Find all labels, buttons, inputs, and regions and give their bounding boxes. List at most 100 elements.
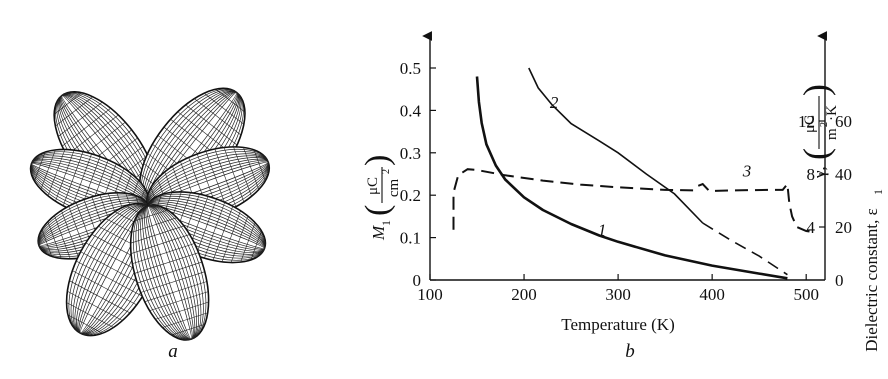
left-axis-paren-open: (: [359, 205, 396, 216]
lobe-mid-right-parallel: [233, 146, 252, 197]
series-3-label: 3: [742, 162, 752, 181]
eps-axis-title-main: Dielectric constant, ε: [862, 208, 881, 352]
lobe-lower-left-parallel: [76, 260, 143, 297]
lobe-lower-right-parallel: [162, 312, 208, 328]
x-tick-label: 400: [699, 285, 725, 304]
lobe-lower-right-parallel: [171, 323, 205, 336]
left-tick-label: 0: [413, 271, 422, 290]
left-tick-label: 0.1: [400, 229, 421, 248]
lobe-lower-right-back-parallel: [221, 210, 241, 262]
series-3-line: [452, 168, 816, 234]
left-axis-unit-sup: 2: [381, 169, 392, 174]
left-axis-unit-den: cm: [386, 179, 402, 198]
lobe-lower-left-parallel: [69, 280, 131, 314]
right-zero-label: 0: [835, 271, 844, 290]
lobe-lower-left-parallel: [66, 302, 114, 328]
panel-a-label: a: [168, 341, 178, 362]
lobe-upper-right-parallel: [185, 104, 238, 146]
right-axis-eps-title: Dielectric constant, ε 1: [862, 189, 885, 352]
eps-axis-title-sub: 1: [871, 189, 885, 195]
gamma-axis-paren-close: ): [796, 84, 836, 96]
gamma-axis-unit-den: m: [824, 128, 840, 140]
lobe-lower-right-parallel: [130, 225, 184, 244]
lobe-upper-right-parallel: [203, 92, 245, 125]
lobe-lower-left-back-parallel: [41, 229, 52, 257]
left-axis-paren-close: ): [359, 155, 396, 166]
lobe-upper-left-parallel: [55, 96, 94, 127]
x-tick-label: 100: [417, 285, 443, 304]
lobe-mid-right-parallel: [253, 149, 266, 181]
gamma-tick-label: 4: [807, 218, 816, 237]
right-axis-gamma-title: γ, ( μC m 2 ·K ): [796, 84, 840, 179]
lobe-lower-right-back-parallel: [230, 216, 249, 263]
lobe-upper-right-parallel: [194, 98, 242, 136]
left-axis-title-main: M: [369, 225, 388, 241]
lobe-lower-left-back-parallel: [61, 210, 80, 259]
lobe-upper-left-parallel: [53, 92, 82, 115]
left-tick-label: 0.5: [400, 59, 421, 78]
series-2-extrapolation: [702, 222, 788, 276]
eps-tick-label: 40: [835, 165, 852, 184]
lobe-lower-left-back-parallel: [54, 215, 71, 259]
left-axis-title-sub: 1: [379, 220, 393, 226]
lobe-upper-right-parallel: [215, 88, 246, 113]
lobe-lower-right-parallel: [132, 243, 195, 264]
lobe-mid-right-parallel: [214, 148, 237, 207]
gamma-axis-title-main: γ,: [810, 166, 829, 179]
lobe-mid-right-parallel: [243, 147, 260, 190]
gamma-axis-unit-sup: 2: [819, 122, 830, 127]
lobe-lower-right-parallel: [131, 234, 190, 254]
lobe-mid-left-parallel: [47, 149, 66, 196]
lobe-mid-left-parallel: [55, 150, 75, 202]
lobe-lower-right: [129, 204, 210, 341]
lobe-upper-left-parallel: [66, 114, 119, 156]
left-tick-label: 0.2: [400, 186, 421, 205]
lobe-lower-right-back-parallel: [195, 198, 217, 256]
gamma-tick-label: 8: [807, 165, 816, 184]
lobe-mid-right-parallel: [205, 151, 228, 211]
lobe-lower-right-parallel: [134, 209, 168, 222]
lobe-lower-right-parallel: [140, 271, 205, 293]
lobe-lower-right-parallel: [134, 252, 199, 274]
gamma-axis-paren-open: (: [796, 148, 836, 160]
lobe-lower-left-parallel: [67, 314, 103, 334]
series-labels: 1 2 3: [550, 93, 751, 240]
lobe-mid-left-parallel: [34, 151, 46, 182]
lobe-upper-left-parallel: [62, 108, 111, 147]
eps-tick-label: 20: [835, 218, 852, 237]
lobe-lower-right-back-parallel: [212, 206, 234, 261]
lobe-mid-right-parallel: [223, 147, 245, 203]
chart-series: [452, 67, 816, 280]
lobe-lower-right-parallel: [131, 217, 177, 233]
series-1-label: 1: [598, 220, 607, 239]
lobe-upper-left-parallel: [58, 101, 103, 137]
gamma-tick-label: 12: [798, 112, 815, 131]
x-axis-title: Temperature (K): [561, 315, 675, 334]
lobe-mid-left-parallel: [40, 149, 56, 190]
eps-tick-label: 60: [835, 112, 852, 131]
x-tick-label: 500: [793, 285, 819, 304]
left-tick-label: 0.3: [400, 144, 421, 163]
x-tick-label: 300: [605, 285, 631, 304]
left-axis-title: M 1 ( μC cm 2 ): [359, 155, 402, 241]
lobe-lower-right-parallel: [149, 291, 209, 311]
lobe-lower-right-back-parallel: [204, 202, 226, 259]
butterfly-wireframe: [29, 87, 271, 341]
lobe-lower-right-parallel: [144, 281, 207, 302]
lobe-lower-left-back-parallel: [47, 221, 62, 259]
lobe-mid-left-parallel: [70, 153, 92, 210]
panel-b-label: b: [625, 341, 635, 362]
lobe-lower-right-back-parallel: [250, 230, 262, 261]
left-axis-unit-num: μC: [365, 177, 381, 195]
gamma-axis-unit-num: μC: [802, 115, 818, 133]
lobe-lower-right-parallel: [137, 261, 203, 284]
gamma-axis-unit-tail: ·K: [824, 105, 840, 121]
lobe-mid-left-parallel: [62, 151, 84, 206]
chart-axes: [422, 31, 827, 281]
series-2-label: 2: [550, 93, 559, 112]
left-tick-label: 0.4: [400, 101, 422, 120]
